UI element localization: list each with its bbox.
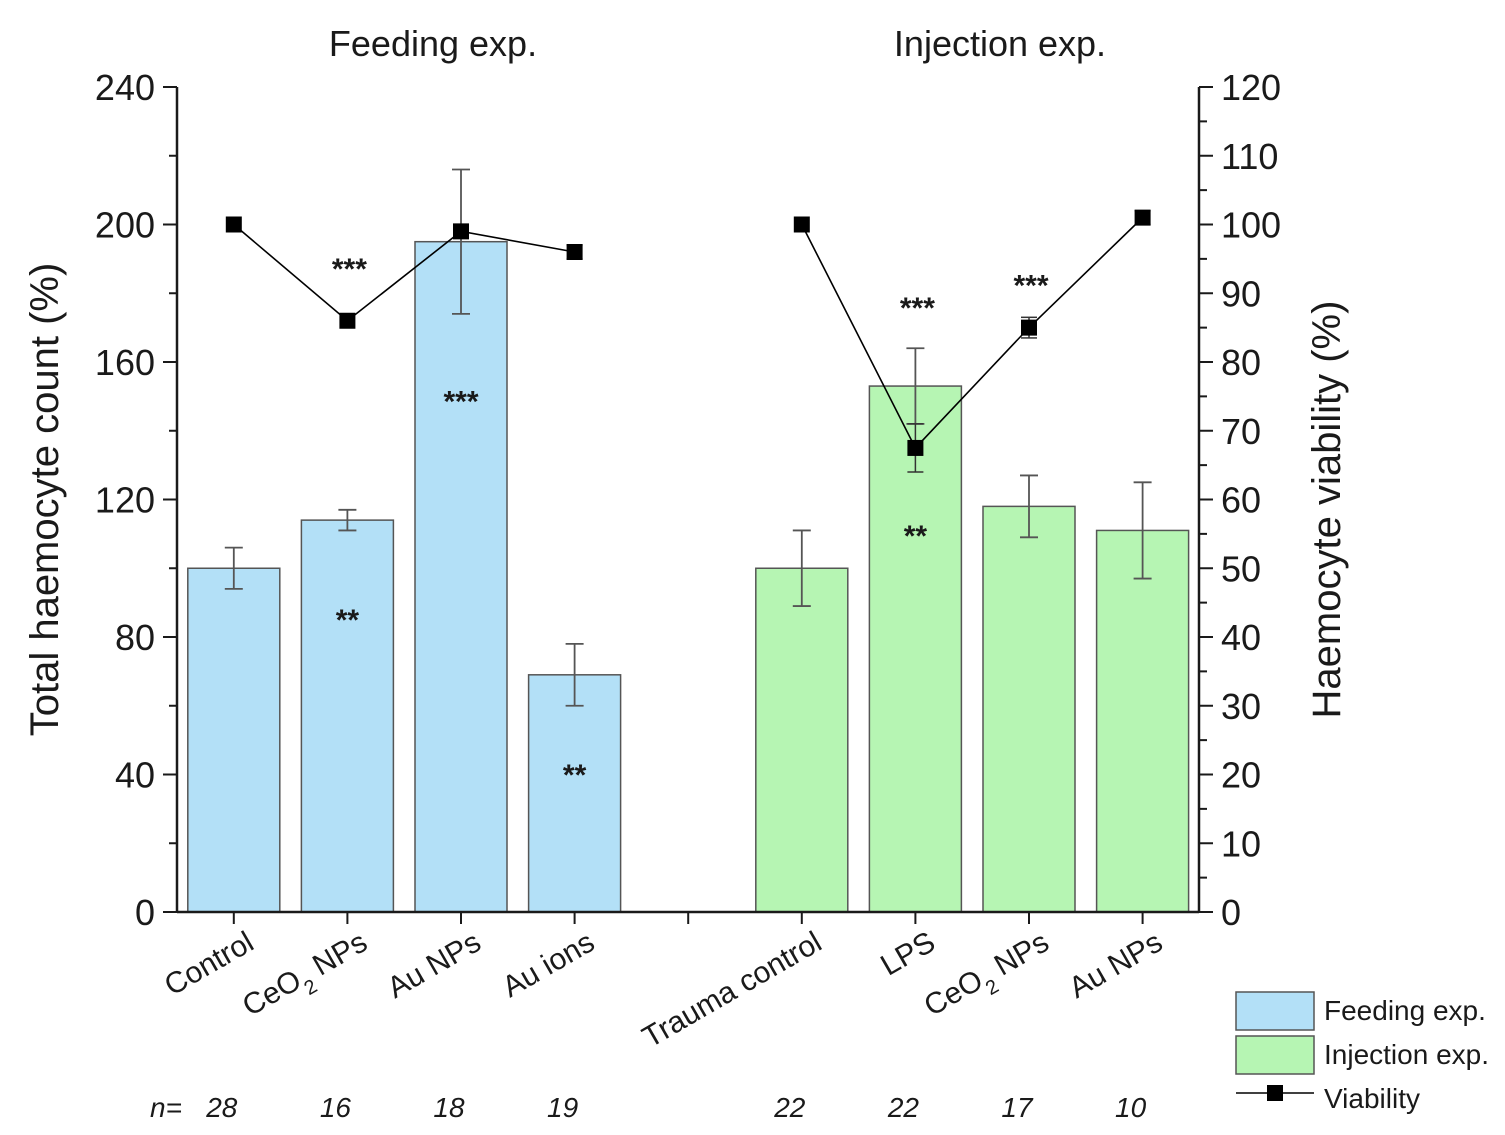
right-tick-label-80: 80 [1221, 342, 1261, 383]
bar-significance-5: ** [904, 520, 928, 553]
left-tick-label-80: 80 [115, 617, 155, 658]
category-label-2: Au NPs [382, 925, 487, 1004]
viability-significance-5: *** [900, 292, 935, 325]
right-tick-label-60: 60 [1221, 480, 1261, 521]
right-tick-label-100: 100 [1221, 205, 1281, 246]
legend-swatch-1 [1235, 1035, 1315, 1075]
viability-line-1 [801, 217, 1144, 450]
viability-point-1 [339, 312, 356, 329]
bar-feeding-3 [527, 674, 622, 913]
category-label-7: Au NPs [1064, 925, 1169, 1004]
left-tick-label-240: 240 [95, 67, 155, 108]
legend-label-0: Feeding exp. [1324, 995, 1486, 1026]
category-label-3: Au ions [497, 925, 600, 1004]
right-tick-label-120: 120 [1221, 67, 1281, 108]
bar-feeding-0 [187, 567, 281, 913]
n-value-6: 17 [1001, 1092, 1034, 1123]
viability-point-6 [1021, 319, 1037, 336]
left-tick-label-200: 200 [95, 205, 155, 246]
right-tick-label-30: 30 [1221, 686, 1261, 727]
category-label-5: LPS [875, 925, 941, 982]
viability-point-7 [1134, 209, 1151, 226]
bar-injection-7 [1095, 529, 1190, 913]
left-tick-label-160: 160 [95, 342, 155, 383]
viability-significance-6: *** [1013, 270, 1048, 303]
right-tick-label-70: 70 [1221, 411, 1261, 452]
right-tick-label-50: 50 [1221, 548, 1261, 589]
left-tick-label-0: 0 [135, 892, 155, 933]
category-label-6: CeO2 NPs [919, 925, 1059, 1030]
viability-point-4 [793, 216, 810, 233]
viability-point-0 [225, 216, 242, 233]
right-tick-label-20: 20 [1221, 755, 1261, 796]
group-title-feeding: Feeding exp. [329, 23, 537, 64]
n-value-1: 16 [320, 1092, 352, 1123]
bar-injection-5 [868, 385, 963, 913]
bar-injection-4 [755, 567, 849, 913]
category-label-4: Trauma control [637, 925, 827, 1054]
n-value-5: 22 [887, 1092, 920, 1123]
left-tick-label-40: 40 [115, 755, 155, 796]
right-tick-label-0: 0 [1221, 892, 1241, 933]
n-value-4: 22 [773, 1092, 806, 1123]
bar-feeding-2 [414, 240, 508, 913]
right-axis-title: Haemocyte viability (%) [1305, 301, 1349, 719]
n-value-2: 18 [433, 1092, 465, 1123]
n-value-3: 19 [547, 1092, 578, 1123]
category-label-1: CeO2 NPs [237, 925, 377, 1030]
n-value-0: 28 [205, 1092, 238, 1123]
n-value-7: 10 [1115, 1092, 1147, 1123]
legend-marker [1267, 1085, 1283, 1101]
bar-injection-6 [982, 505, 1076, 913]
legend-label-1: Injection exp. [1324, 1039, 1489, 1070]
right-tick-label-10: 10 [1221, 823, 1261, 864]
right-tick-label-40: 40 [1221, 617, 1261, 658]
left-axis-title: Total haemocyte count (%) [23, 263, 67, 737]
viability-line-0 [233, 223, 575, 322]
viability-point-2 [453, 223, 469, 240]
legend-swatch-0 [1235, 991, 1315, 1031]
bar-feeding-1 [300, 519, 395, 913]
n-prefix: n= [150, 1092, 182, 1123]
viability-significance-1: *** [332, 253, 367, 286]
left-tick-label-120: 120 [95, 480, 155, 521]
right-tick-label-110: 110 [1221, 136, 1278, 177]
legend-label-2: Viability [1324, 1083, 1420, 1114]
legend: Feeding exp. Injection exp. Viability [1235, 991, 1489, 1114]
right-tick-label-90: 90 [1221, 273, 1261, 314]
bar-significance-2: *** [443, 386, 478, 419]
bar-significance-3: ** [563, 759, 587, 792]
viability-point-5 [907, 439, 924, 456]
bar-significance-1: ** [336, 604, 360, 637]
viability-point-3 [566, 244, 583, 260]
group-title-injection: Injection exp. [894, 23, 1106, 64]
